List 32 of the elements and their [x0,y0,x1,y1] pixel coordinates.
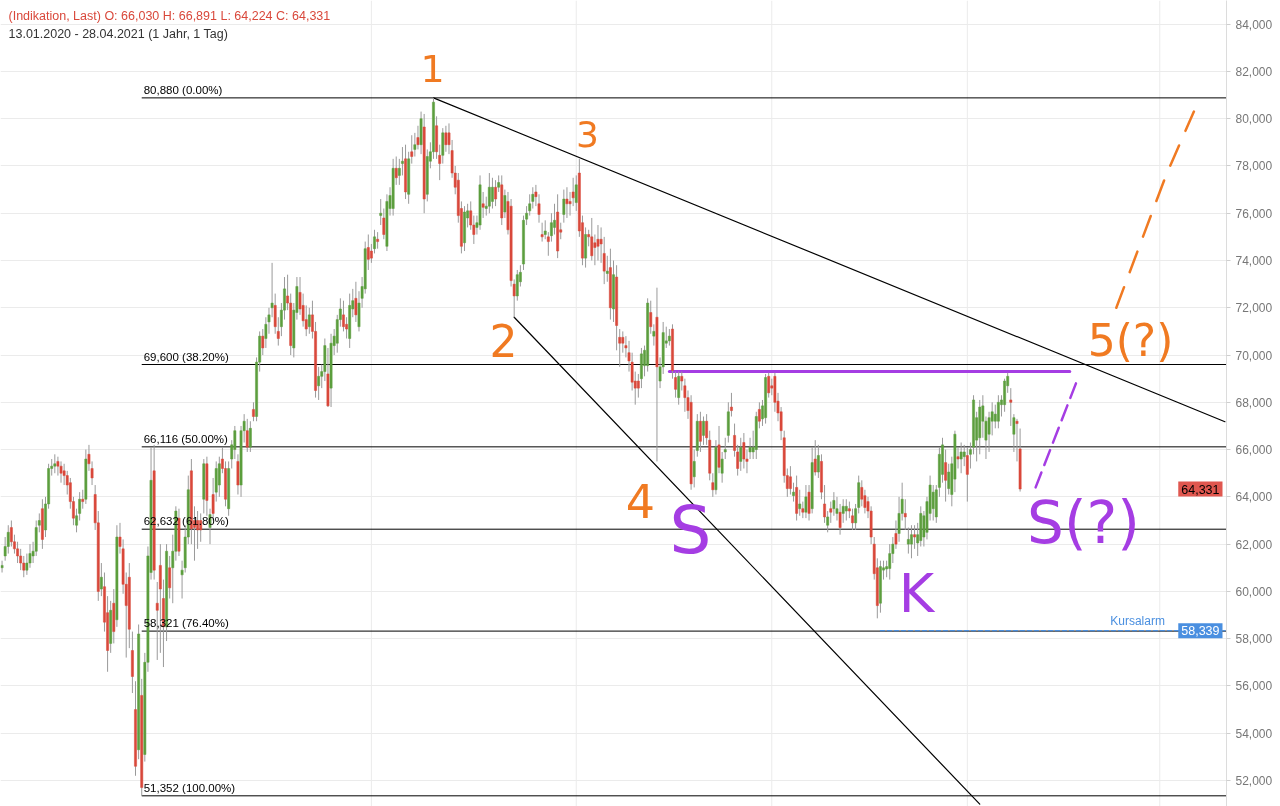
y-tick-label: 54,000 [1235,726,1273,741]
y-tick-label: 74,000 [1235,254,1273,268]
y-tick-label: 76,000 [1235,206,1273,221]
ref-line-label: 80,880 (0.00%) [143,83,223,96]
annotation: 5(?) [1087,315,1174,366]
text: 13.01.2020 - 28.04.2021 (1 Jahr, 1 Tag) [8,26,228,41]
y-tick-label: 70,000 [1235,348,1273,363]
annotation: 58,339 [1181,624,1220,639]
series-label: Kursalarm [1110,613,1165,628]
y-tick-label: 58,000 [1235,632,1273,647]
y-tick-label: 52,000 [1235,774,1273,788]
y-tick-label: 66,000 [1235,443,1273,458]
annotation: 1 [420,47,445,91]
y-tick-label: 62,000 [1235,537,1273,552]
y-tick-label: 68,000 [1235,395,1273,410]
y-tick-label: 84,000 [1235,17,1273,32]
y-tick-label: 64,000 [1235,490,1273,505]
text: (Indikation, Last) O: 66,030 H: 66,891 L: 64,224 C: 64,331 [8,8,331,23]
y-tick-label: 82,000 [1235,64,1273,79]
ref-line-label: 69,600 (38.20%) [143,350,229,363]
y-tick-label: 60,000 [1235,584,1273,599]
annotation: 3 [576,113,599,155]
y-tick-label: 80,000 [1235,112,1273,127]
annotation: K [898,562,936,625]
ref-line-label: 66,116 (50.00%) [143,432,229,445]
y-tick-label: 72,000 [1235,301,1273,316]
annotation: 4 [625,474,656,529]
y-tick-label: 56,000 [1235,679,1273,694]
y-tick-label: 78,000 [1235,159,1273,174]
annotation: 64,331 [1181,482,1220,497]
annotation: 2 [489,316,518,367]
ref-line-label: 51,352 (100.00%) [143,781,236,794]
